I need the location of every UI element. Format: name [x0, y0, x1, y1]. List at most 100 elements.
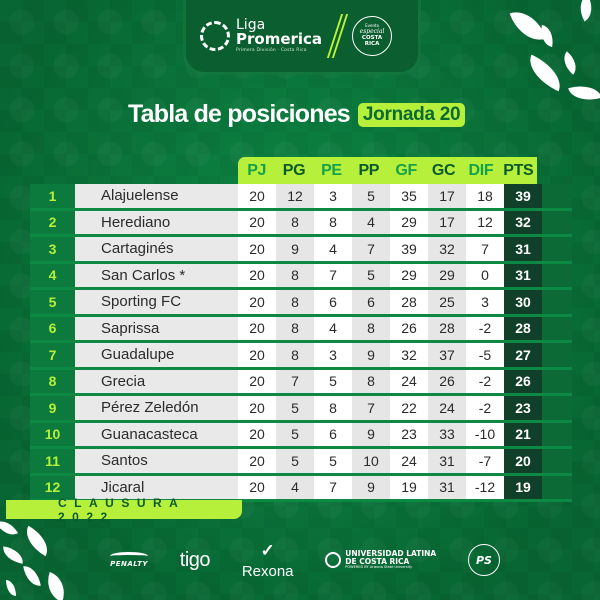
position: 2 — [30, 210, 75, 234]
won: 5 — [276, 449, 314, 473]
position: 8 — [30, 369, 75, 393]
lost: 5 — [352, 184, 390, 208]
tigo-label: tigo — [179, 548, 211, 571]
played: 20 — [238, 422, 276, 446]
played: 20 — [238, 210, 276, 234]
played: 20 — [238, 396, 276, 420]
team-name: Jicaral — [75, 475, 238, 499]
standings-table-header: PJ PG PE PP GF GC DIF PTS — [238, 157, 537, 184]
played: 20 — [238, 290, 276, 314]
table-row: 7 Guadalupe 20 8 3 9 32 37 -5 27 — [30, 343, 572, 370]
column-header-gc: GC — [431, 161, 456, 179]
goals-for: 32 — [390, 343, 428, 367]
row-tail — [542, 237, 572, 261]
goal-difference: -10 — [466, 422, 504, 446]
badge-line-2: especial — [359, 27, 385, 35]
lost: 9 — [352, 343, 390, 367]
won: 8 — [276, 316, 314, 340]
played: 20 — [238, 343, 276, 367]
won: 8 — [276, 263, 314, 287]
team-name: Santos — [75, 449, 238, 473]
lost: 10 — [352, 449, 390, 473]
column-header-pts: PTS — [503, 161, 534, 179]
won: 12 — [276, 184, 314, 208]
points: 26 — [504, 369, 542, 393]
goals-for: 24 — [390, 449, 428, 473]
goals-against: 24 — [428, 396, 466, 420]
brand-subtitle: Primera División · Costa Rica — [236, 48, 307, 54]
lost: 9 — [352, 475, 390, 499]
ulatina-line-2: DE COSTA RICA — [345, 557, 410, 567]
goal-difference: 7 — [466, 237, 504, 261]
league-brand-header: Liga Promerica Primera División · Costa … — [186, 0, 418, 72]
played: 20 — [238, 369, 276, 393]
position: 1 — [30, 184, 75, 208]
drawn: 4 — [314, 316, 352, 340]
played: 20 — [238, 449, 276, 473]
team-name: Cartaginés — [75, 237, 238, 261]
drawn: 4 — [314, 237, 352, 261]
team-name: Pérez Zeledón — [75, 396, 238, 420]
table-row: 8 Grecia 20 7 5 8 24 26 -2 26 — [30, 369, 572, 396]
goal-difference: -12 — [466, 475, 504, 499]
lost: 7 — [352, 237, 390, 261]
team-name: San Carlos * — [75, 263, 238, 287]
won: 8 — [276, 343, 314, 367]
lost: 8 — [352, 369, 390, 393]
drawn: 7 — [314, 475, 352, 499]
row-tail — [542, 449, 572, 473]
sponsor-universidad-latina: UNIVERSIDAD LATINA DE COSTA RICA POWERED… — [325, 550, 436, 569]
row-tail — [542, 210, 572, 234]
table-row: 12 Jicaral 20 4 7 9 19 31 -12 19 — [30, 475, 572, 502]
goals-against: 25 — [428, 290, 466, 314]
team-name: Guanacasteca — [75, 422, 238, 446]
lost: 4 — [352, 210, 390, 234]
drawn: 8 — [314, 396, 352, 420]
table-row: 6 Saprissa 20 8 4 8 26 28 -2 28 — [30, 316, 572, 343]
position: 3 — [30, 237, 75, 261]
ulatina-line-3: POWERED BY Arizona State University — [345, 565, 413, 570]
league-brand-text: Liga Promerica Primera División · Costa … — [236, 18, 322, 54]
title-row: Tabla de posiciones Jornada 20 — [128, 100, 466, 129]
standings-table-body: 1 Alajuelense 20 12 3 5 35 17 18 39 2 He… — [30, 184, 572, 502]
points: 39 — [504, 184, 542, 208]
position: 11 — [30, 449, 75, 473]
column-header-gf: GF — [395, 161, 417, 179]
goal-difference: -2 — [466, 396, 504, 420]
table-row: 3 Cartaginés 20 9 4 7 39 32 7 31 — [30, 237, 572, 264]
won: 9 — [276, 237, 314, 261]
goals-against: 32 — [428, 237, 466, 261]
drawn: 6 — [314, 422, 352, 446]
team-name: Sporting FC — [75, 290, 238, 314]
sponsor-tigo: tigo — [179, 548, 211, 572]
ulatina-line-1: UNIVERSIDAD LATINA — [345, 549, 437, 559]
points: 27 — [504, 343, 542, 367]
won: 4 — [276, 475, 314, 499]
points: 20 — [504, 449, 542, 473]
team-name: Saprissa — [75, 316, 238, 340]
drawn: 8 — [314, 210, 352, 234]
points: 19 — [504, 475, 542, 499]
badge-line-1: Evento — [365, 23, 380, 29]
table-row: 5 Sporting FC 20 8 6 6 28 25 3 30 — [30, 290, 572, 317]
goals-for: 22 — [390, 396, 428, 420]
position: 12 — [30, 475, 75, 499]
drawn: 3 — [314, 184, 352, 208]
points: 31 — [504, 263, 542, 287]
lost: 6 — [352, 290, 390, 314]
column-header-pp: PP — [358, 161, 380, 179]
table-row: 4 San Carlos * 20 8 7 5 29 29 0 31 — [30, 263, 572, 290]
row-tail — [542, 422, 572, 446]
won: 8 — [276, 210, 314, 234]
goals-against: 33 — [428, 422, 466, 446]
goal-difference: 0 — [466, 263, 504, 287]
won: 5 — [276, 396, 314, 420]
row-tail — [542, 263, 572, 287]
points: 23 — [504, 396, 542, 420]
won: 7 — [276, 369, 314, 393]
table-row: 2 Herediano 20 8 8 4 29 17 12 32 — [30, 210, 572, 237]
lost: 7 — [352, 396, 390, 420]
position: 9 — [30, 396, 75, 420]
sponsor-penalty: PENALTY — [110, 552, 148, 568]
sponsors-bar: PENALTY tigo ✓ Rexona UNIVERSIDAD LATINA… — [110, 540, 500, 580]
